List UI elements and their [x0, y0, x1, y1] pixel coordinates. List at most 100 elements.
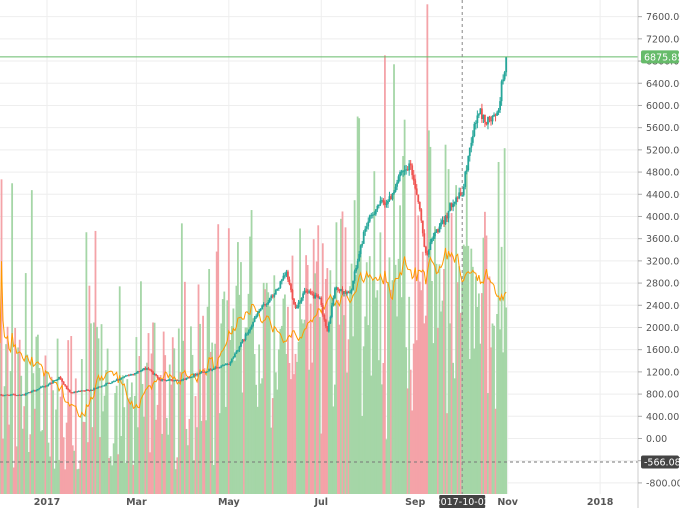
candle-up: [133, 373, 136, 375]
volume-bar: [58, 459, 61, 494]
volume-bar: [305, 255, 308, 494]
candle-down: [149, 369, 151, 371]
candle-up: [403, 170, 406, 172]
volume-bar: [387, 282, 389, 494]
time-axis[interactable]: 2017 Mar May Jul Sep Nov 2018: [34, 497, 614, 508]
candle-down: [147, 368, 150, 370]
candle-down: [68, 389, 71, 393]
candle-down: [29, 392, 32, 394]
candle-down: [414, 180, 417, 189]
volume-bar: [477, 293, 480, 494]
volume-bar: [130, 382, 133, 494]
candle-down: [418, 201, 421, 210]
candle-up: [252, 321, 254, 326]
candle-down: [82, 390, 85, 392]
volume-bar: [256, 406, 259, 494]
volume-bar: [203, 368, 206, 494]
volume-bar: [206, 306, 209, 494]
volume-bar: [334, 384, 336, 494]
volume-bar: [431, 280, 433, 494]
candle-down: [337, 287, 339, 291]
volume-bar: [273, 275, 276, 494]
candle-up: [358, 254, 361, 262]
candle-up: [441, 220, 444, 223]
volume-bar: [102, 411, 104, 494]
candle-down: [12, 394, 15, 396]
candle-up: [167, 379, 170, 381]
candle-down: [164, 379, 167, 381]
candle-up: [505, 56, 508, 73]
volume-bar: [43, 375, 45, 494]
volume-bar: [250, 210, 253, 494]
volume-bar: [377, 360, 380, 494]
candle-down: [132, 374, 135, 376]
volume-bar: [297, 341, 300, 494]
volume-bar: [482, 237, 485, 494]
time-tick-label: Jul: [313, 497, 328, 508]
volume-bar: [171, 337, 174, 494]
volume-bar: [253, 354, 256, 494]
candle-down: [156, 375, 159, 379]
candle-down: [417, 194, 420, 202]
volume-bar: [317, 225, 320, 494]
volume-bar: [464, 246, 467, 494]
candle-down: [323, 315, 326, 320]
candle-up: [118, 378, 121, 380]
candle-down: [155, 374, 157, 376]
candle-down: [271, 295, 274, 297]
volume-bar: [380, 384, 383, 494]
candle-down: [79, 391, 82, 393]
volume-bar: [358, 118, 361, 494]
volume-bar: [293, 374, 295, 494]
candle-up: [93, 388, 95, 391]
candle-down: [65, 385, 68, 389]
candle-down: [150, 369, 153, 372]
candle-up: [21, 394, 24, 396]
volume-bar: [268, 306, 271, 494]
candle-down: [0, 394, 3, 396]
candle-up: [30, 390, 33, 393]
candle-up: [427, 250, 430, 255]
price-tick-label: 4800.00: [646, 168, 680, 179]
candle-up: [447, 210, 450, 219]
volume-bar: [35, 336, 38, 494]
candle-up: [402, 170, 405, 172]
candle-up: [97, 386, 100, 388]
volume-bar: [399, 205, 401, 494]
candle-up: [438, 226, 441, 233]
volume-bar: [371, 280, 374, 494]
candle-up: [461, 195, 464, 197]
price-tick-label: 4400.00: [646, 190, 680, 201]
volume-bar: [359, 244, 362, 494]
candle-up: [103, 385, 106, 387]
volume-bar: [485, 235, 488, 494]
volume-bar: [70, 336, 73, 494]
price-tick-label: 5600.00: [646, 123, 680, 134]
volume-bar: [82, 421, 85, 494]
candle-down: [321, 305, 324, 316]
candle-down: [423, 233, 426, 247]
candle-down: [170, 379, 173, 381]
candle-up: [52, 380, 54, 384]
volume-bar: [91, 427, 94, 494]
volume-bar: [68, 405, 71, 494]
volume-bar: [211, 342, 214, 494]
volume-bar: [287, 306, 289, 494]
volume-bar: [290, 379, 292, 494]
volume-bar: [83, 422, 86, 494]
volume-bar: [394, 264, 397, 494]
candle-up: [249, 329, 251, 332]
volume-bar: [76, 469, 79, 494]
volume-bar: [255, 384, 258, 494]
volume-bar: [343, 315, 345, 494]
candle-up: [468, 147, 471, 156]
price-axis[interactable]: 7600.007200.006800.006400.006000.005600.…: [638, 12, 680, 489]
candle-up: [237, 350, 239, 352]
candle-up: [20, 394, 23, 396]
volume-bar: [199, 323, 201, 494]
volume-bar: [50, 376, 53, 494]
candle-down: [91, 389, 94, 391]
candle-down: [243, 339, 245, 341]
